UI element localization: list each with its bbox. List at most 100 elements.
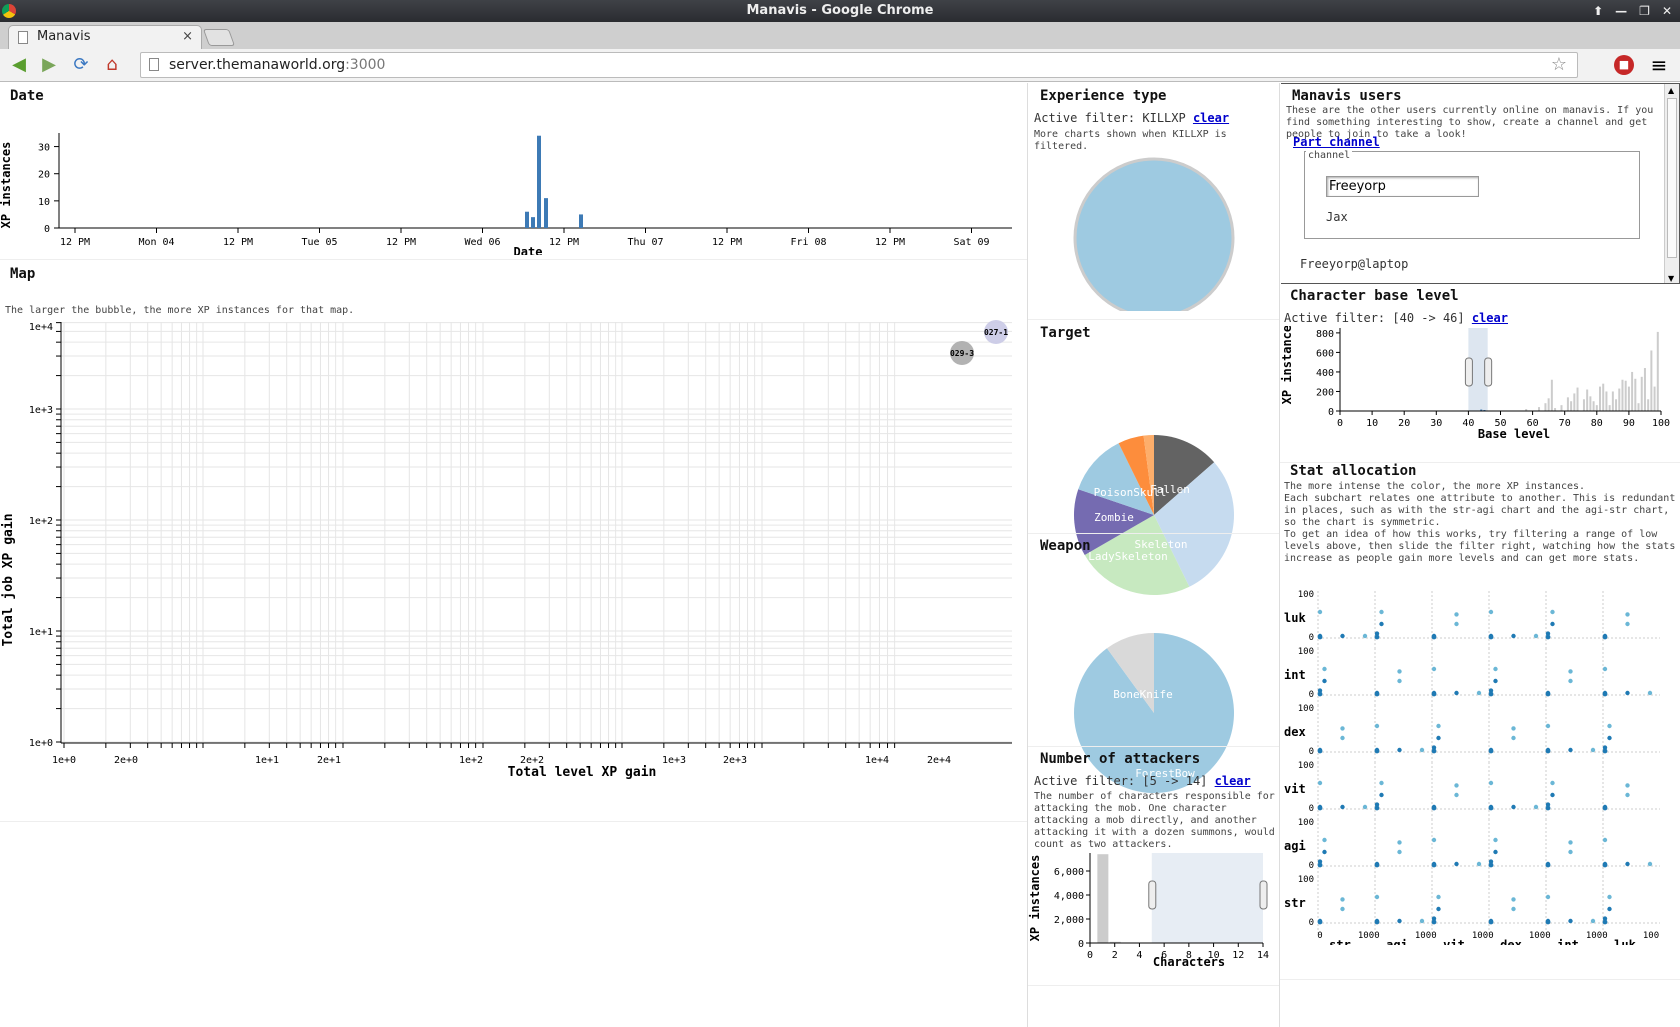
stat-point xyxy=(1488,780,1494,786)
bookmark-star-icon[interactable]: ☆ xyxy=(1550,54,1567,75)
attackers-clear-link[interactable]: clear xyxy=(1214,774,1251,788)
stat-point xyxy=(1317,688,1323,693)
stat-point xyxy=(1545,748,1551,754)
experience-pie[interactable]: KILLXP xyxy=(1028,151,1278,311)
stat-point xyxy=(1625,690,1630,696)
level-ytick-label: 0 xyxy=(1328,407,1334,418)
users-scrollbar[interactable]: ▲ ▼ xyxy=(1664,84,1679,283)
stat-desc-line: levels above, then slide the filter righ… xyxy=(1284,541,1676,552)
experience-clear-link[interactable]: clear xyxy=(1192,111,1230,125)
stat-point xyxy=(1511,897,1516,902)
attackers-xlabel: Characters xyxy=(1153,955,1225,968)
forward-arrow-icon[interactable]: ▶ xyxy=(42,54,56,75)
experience-filter-text: Active filter: KILLXP xyxy=(1034,111,1186,125)
stat-point xyxy=(1362,804,1368,810)
stat-point xyxy=(1602,919,1608,925)
experience-note: More charts shown when KILLXP is filtere… xyxy=(1034,129,1227,152)
new-tab-button[interactable] xyxy=(202,29,236,46)
level-bar xyxy=(1640,376,1643,411)
url-host: server.themanaworld.org xyxy=(169,57,346,73)
stat-point xyxy=(1436,894,1441,900)
stat-point xyxy=(1545,691,1551,697)
level-clear-link[interactable]: clear xyxy=(1471,311,1508,325)
stat-desc-line: To get an idea of how this works, try fi… xyxy=(1284,529,1658,540)
stat-point xyxy=(1340,906,1345,912)
window-titlebar: Manavis - Google Chrome ⬆ — ❐ ✕ xyxy=(0,0,1680,22)
level-bar xyxy=(1586,389,1589,411)
stat-ytick-label: 0 xyxy=(1309,804,1314,814)
level-chart[interactable]: XP instances 0 10 20 30 40 50 60 70 80 90 100 0 200 4… xyxy=(1280,326,1680,446)
pie-label: Fallen xyxy=(1150,483,1190,496)
pie-label: LadySkeleton xyxy=(1088,550,1167,563)
stat-point xyxy=(1374,894,1380,900)
home-icon[interactable]: ⌂ xyxy=(106,54,118,75)
minimize-icon[interactable]: — xyxy=(1615,4,1628,18)
stat-ytick-label: 100 xyxy=(1298,704,1314,714)
stat-point xyxy=(1454,861,1459,867)
attackers-brush xyxy=(1151,853,1263,943)
level-xtick-label: 100 xyxy=(1652,418,1670,429)
level-bar xyxy=(1538,407,1541,411)
reload-icon[interactable]: ⟳ xyxy=(73,54,89,75)
date-chart[interactable]: XP instances 0 10 20 30 12 PM Mon 04 12 PM Tue… xyxy=(0,105,1027,255)
level-bar xyxy=(1570,401,1573,411)
stat-point xyxy=(1436,906,1441,912)
extension-stop-icon[interactable]: ■ xyxy=(1614,55,1634,75)
level-bar xyxy=(1634,378,1637,411)
stat-point xyxy=(1488,919,1494,925)
stat-point xyxy=(1397,678,1402,684)
map-xlabel: Total level XP gain xyxy=(508,765,657,780)
stat-point xyxy=(1431,666,1437,672)
level-bar xyxy=(1566,397,1569,411)
date-ytick-label: 0 xyxy=(44,224,50,235)
stat-point xyxy=(1607,906,1612,912)
channel-input[interactable] xyxy=(1326,176,1479,197)
attackers-bar xyxy=(1109,941,1121,943)
part-channel-link[interactable]: Part channel xyxy=(1293,135,1380,149)
maximize-icon[interactable]: ❐ xyxy=(1639,4,1650,18)
channel-legend: channel xyxy=(1306,150,1353,162)
stat-point xyxy=(1545,805,1551,811)
menu-icon[interactable]: ≡ xyxy=(1650,53,1668,77)
stat-point xyxy=(1454,690,1459,696)
stat-point xyxy=(1488,859,1494,864)
date-xtick-label: 12 PM xyxy=(60,237,90,248)
stat-point xyxy=(1317,634,1323,640)
weapon-pie[interactable]: ForestBow BoneKnife xyxy=(1028,558,1278,828)
window-up-icon[interactable]: ⬆ xyxy=(1593,4,1604,18)
page-icon xyxy=(18,31,28,44)
stat-point xyxy=(1545,802,1551,807)
level-xtick-label: 30 xyxy=(1430,418,1442,429)
map-chart[interactable]: 1e+0 2e+0 1e+1 2e+1 1e+2 2e+2 1e+3 2e+3 1e+4 2e+4… xyxy=(0,316,1027,816)
weapon-title: Weapon xyxy=(1040,538,1091,554)
scroll-up-icon[interactable]: ▲ xyxy=(1668,86,1675,95)
stat-col-label: dex xyxy=(1500,938,1522,945)
attackers-chart[interactable]: XP instances 0 2 4 6 8 10 12 14 0 2,000 4,000 6,000… xyxy=(1028,848,1278,968)
tab-close-icon[interactable]: × xyxy=(182,29,193,44)
scroll-down-icon[interactable]: ▼ xyxy=(1668,274,1675,283)
address-bar[interactable]: server.themanaworld.org:3000 ☆ xyxy=(140,52,1578,78)
map-xtick-label: 1e+0 xyxy=(52,755,76,766)
stat-ytick-label: 100 xyxy=(1298,818,1314,828)
stat-xtick-label: 0 xyxy=(1545,931,1550,941)
stat-point xyxy=(1374,634,1380,640)
scrollbar-thumb[interactable] xyxy=(1667,98,1677,258)
attackers-ylabel: XP instances xyxy=(1028,855,1042,942)
level-xtick-label: 80 xyxy=(1591,418,1603,429)
stat-point xyxy=(1602,748,1608,754)
attackers-ytick-label: 6,000 xyxy=(1054,867,1084,878)
stat-matrix-chart[interactable]: luk1000int1000dex1000vit1000agi1000str10… xyxy=(1280,583,1680,945)
level-xtick-label: 40 xyxy=(1462,418,1474,429)
stat-point xyxy=(1431,634,1437,640)
level-bar xyxy=(1624,380,1627,411)
tab-manavis[interactable]: Manavis × xyxy=(8,25,202,49)
pie-label: Zombie xyxy=(1094,511,1134,524)
level-bar xyxy=(1544,403,1547,411)
close-window-icon[interactable]: ✕ xyxy=(1661,4,1672,18)
stat-point xyxy=(1488,862,1494,868)
level-bar xyxy=(1599,386,1602,411)
back-arrow-icon[interactable]: ◀ xyxy=(12,54,26,75)
stat-desc-line: Each subchart relates one attribute to a… xyxy=(1284,493,1676,504)
stat-point xyxy=(1431,745,1437,750)
